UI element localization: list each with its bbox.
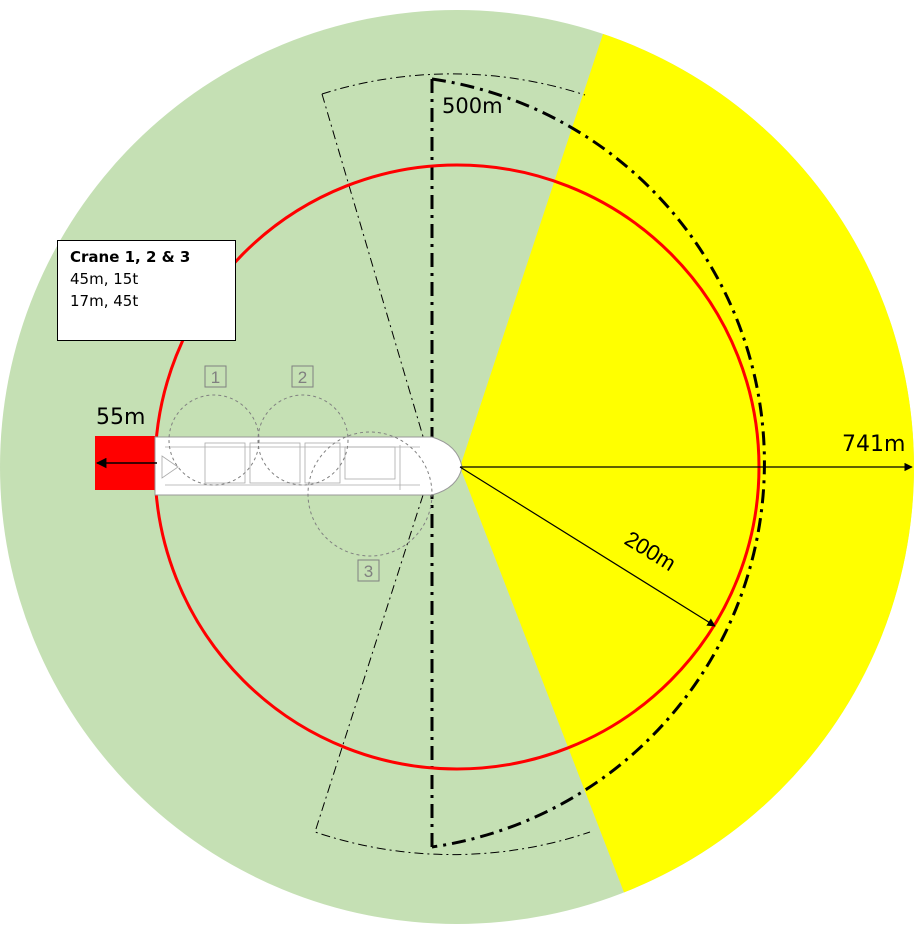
crane-marker-3: 3	[357, 559, 380, 582]
yellow-sector	[460, 10, 914, 924]
crane-info-title: Crane 1, 2 & 3	[70, 248, 191, 266]
swing-sector-arc-top	[321, 73, 586, 96]
dimension-right-label: 741m	[842, 432, 906, 457]
swing-sector-outline	[314, 93, 591, 855]
zone-500m-boundary	[431, 77, 766, 849]
crane-3-reach	[307, 431, 433, 557]
crane-marker-3-label: 3	[364, 562, 373, 581]
vessel-hull	[154, 436, 463, 496]
crane-marker-1-label: 1	[211, 368, 220, 387]
crane-marker-1: 1	[204, 365, 227, 388]
crane-info-line: 45m, 15t	[70, 270, 139, 288]
crane-info-box: Crane 1, 2 & 3 45m, 15t 17m, 45t	[57, 240, 236, 341]
crane-1-reach	[168, 394, 260, 486]
crane-info-line: 17m, 45t	[70, 292, 139, 310]
crane-marker-2-label: 2	[298, 368, 307, 387]
dimension-left-label: 55m	[96, 405, 146, 430]
dimension-top-label: 500m	[442, 94, 503, 118]
crane-marker-2: 2	[291, 365, 314, 388]
crane-2-reach	[257, 394, 349, 486]
arrow-200m	[459, 466, 716, 627]
